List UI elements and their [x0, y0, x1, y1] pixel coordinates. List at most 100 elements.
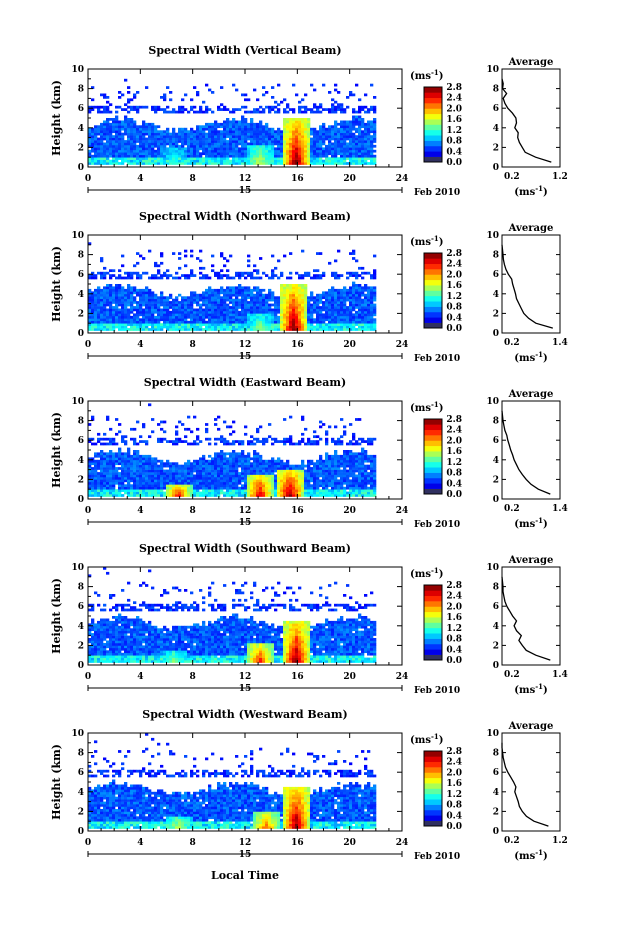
- heatmap-cell: [298, 149, 302, 153]
- heatmap-cell: [208, 122, 212, 126]
- heatmap-cell: [340, 303, 344, 307]
- heatmap-cell: [118, 325, 122, 329]
- heatmap-cell: [166, 306, 170, 309]
- heatmap-cell: [148, 291, 152, 295]
- heatmap-cell: [94, 489, 98, 492]
- heatmap-cell: [370, 159, 374, 163]
- heatmap-cell: [166, 491, 170, 495]
- heatmap-cell: [160, 462, 164, 466]
- heatmap-cell: [118, 447, 122, 451]
- heatmap-cell: [130, 118, 134, 121]
- heatmap-cell: [361, 320, 365, 324]
- heatmap-cell: [112, 491, 116, 495]
- heatmap-cell: [133, 154, 137, 158]
- heatmap-cell: [181, 147, 185, 151]
- heatmap-cell: [319, 110, 323, 114]
- heatmap-cell: [235, 457, 239, 461]
- heatmap-cell: [127, 491, 131, 495]
- heatmap-cell: [325, 313, 329, 317]
- heatmap-cell: [244, 98, 248, 102]
- heatmap-cell: [196, 323, 200, 326]
- heatmap-cell: [187, 110, 191, 114]
- heatmap-cell: [268, 288, 272, 292]
- heatmap-cell: [238, 452, 242, 456]
- heatmap-cell: [310, 320, 314, 324]
- heatmap-cell: [91, 135, 95, 138]
- colorbar-swatch: [424, 119, 442, 125]
- heatmap-cell: [295, 288, 299, 292]
- heatmap-cell: [121, 310, 125, 314]
- heatmap-cell: [238, 476, 242, 480]
- heatmap-cell: [211, 125, 215, 129]
- heatmap-cell: [229, 491, 233, 495]
- heatmap-cell: [121, 457, 125, 461]
- heatmap-cell: [124, 130, 128, 134]
- heatmap-cell: [343, 144, 347, 148]
- heatmap-cell: [136, 301, 140, 304]
- heatmap-cell: [124, 303, 128, 307]
- heatmap-cell: [367, 310, 371, 314]
- heatmap-cell: [199, 142, 203, 146]
- heatmap-cell: [133, 152, 137, 156]
- heatmap-cell: [268, 318, 272, 322]
- heatmap-cell: [190, 142, 194, 146]
- heatmap-cell: [370, 157, 374, 160]
- heatmap-cell: [145, 132, 149, 136]
- heatmap-cell: [127, 162, 131, 165]
- heatmap-cell: [172, 481, 176, 485]
- heatmap-cell: [334, 323, 338, 326]
- heatmap-cell: [223, 257, 227, 260]
- heatmap-cell: [187, 323, 191, 326]
- heatmap-cell: [211, 135, 215, 138]
- heatmap-cell: [298, 108, 302, 111]
- heatmap-cell: [163, 296, 167, 300]
- heatmap-cell: [289, 130, 293, 134]
- heatmap-cell: [322, 301, 326, 304]
- heatmap-cell: [106, 157, 110, 160]
- heatmap-cell: [283, 320, 287, 324]
- heatmap-cell: [274, 325, 278, 329]
- heatmap-cell: [229, 454, 233, 458]
- heatmap-cell: [337, 308, 341, 312]
- heatmap-cell: [235, 132, 239, 136]
- heatmap-cell: [205, 83, 209, 87]
- heatmap-cell: [238, 442, 242, 446]
- heatmap-cell: [214, 308, 218, 312]
- heatmap-cell: [217, 462, 221, 466]
- heatmap-cell: [112, 274, 116, 277]
- heatmap-cell: [190, 430, 194, 434]
- heatmap-cell: [127, 301, 131, 304]
- heatmap-cell: [226, 484, 230, 488]
- heatmap-cell: [91, 271, 95, 275]
- heatmap-cell: [364, 306, 368, 309]
- heatmap-cell: [259, 298, 263, 302]
- heatmap-cell: [307, 157, 311, 160]
- heatmap-cell: [106, 298, 110, 302]
- heatmap-cell: [94, 442, 98, 446]
- heatmap-cell: [226, 269, 230, 273]
- heatmap-cell: [157, 318, 161, 322]
- heatmap-cell: [91, 291, 95, 295]
- heatmap-cell: [292, 130, 296, 134]
- heatmap-cell: [262, 157, 266, 160]
- heatmap-cell: [106, 479, 110, 483]
- heatmap-cell: [229, 152, 233, 156]
- heatmap-cell: [172, 474, 176, 478]
- heatmap-cell: [283, 308, 287, 312]
- heatmap-cell: [115, 157, 119, 160]
- heatmap-cell: [199, 266, 203, 270]
- heatmap-cell: [187, 469, 191, 473]
- colorbar-swatch: [424, 129, 442, 136]
- heatmap-cell: [247, 132, 251, 136]
- heatmap-cell: [115, 481, 119, 485]
- heatmap-cell: [88, 472, 92, 475]
- heatmap-cell: [253, 313, 257, 317]
- heatmap-cell: [109, 459, 113, 463]
- x-tick-label: 12: [239, 174, 252, 184]
- heatmap-cell: [349, 125, 353, 129]
- heatmap-cell: [109, 152, 113, 156]
- heatmap-cell: [331, 103, 335, 107]
- heatmap-cell: [214, 154, 218, 158]
- heatmap-cell: [97, 159, 101, 163]
- heatmap-cell: [253, 149, 257, 153]
